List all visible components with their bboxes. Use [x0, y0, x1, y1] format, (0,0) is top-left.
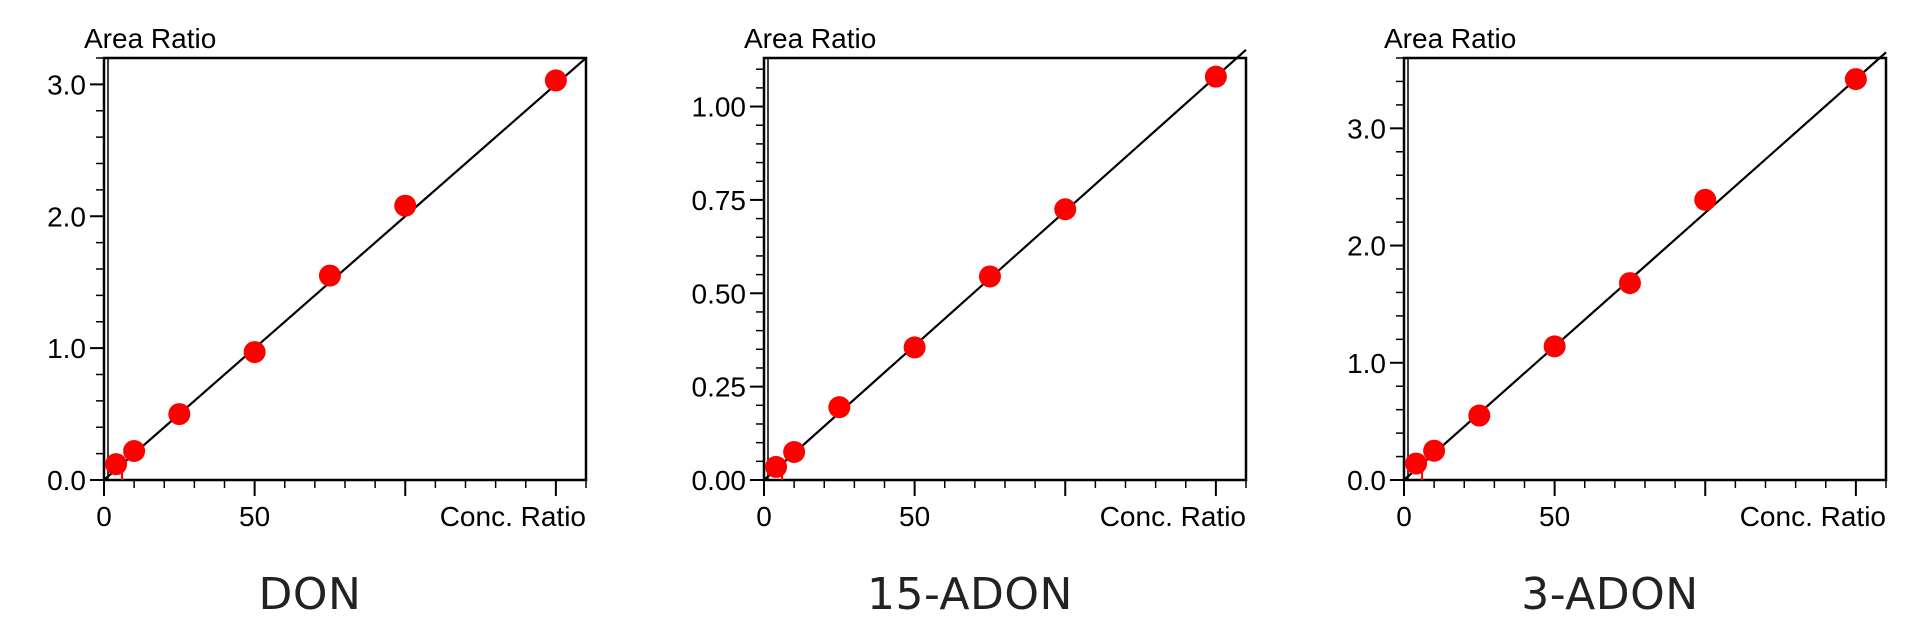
x-tick-label: 0 [756, 501, 772, 532]
x-tick-label: 0 [1396, 501, 1412, 532]
y-tick-label: 1.0 [1347, 348, 1386, 379]
x-axis-title: Conc. Ratio [440, 501, 586, 532]
y-tick-label: 2.0 [47, 201, 86, 232]
data-point [1405, 452, 1428, 475]
data-point [783, 440, 806, 463]
y-tick-label: 2.0 [1347, 231, 1386, 262]
chart-panel-3-adon: Area Ratio 0.0 1.0 2.0 3.0 0 50 Conc. Ratio 3-A… [1300, 0, 1920, 624]
data-point [1423, 439, 1446, 462]
y-tick-label: 1.0 [47, 333, 86, 364]
y-axis-title: Area Ratio [1384, 23, 1516, 54]
y-tick-label: 1.00 [692, 92, 747, 123]
data-point [978, 265, 1001, 288]
x-tick-label: 50 [239, 501, 270, 532]
data-point [765, 455, 788, 478]
data-point [394, 194, 417, 217]
x-tick-label: 50 [899, 501, 930, 532]
y-axis-title: Area Ratio [744, 23, 876, 54]
data-point [105, 453, 128, 476]
data-point [544, 69, 567, 92]
y-tick-label: 3.0 [47, 69, 86, 100]
chart-svg-15-adon: Area Ratio 0.00 0.25 0.50 0.75 1.00 0 50 Conc. R… [692, 23, 1248, 532]
compound-label-don: DON [258, 569, 362, 620]
data-point [1468, 404, 1491, 427]
data-point [1694, 188, 1717, 211]
data-point [1054, 198, 1077, 221]
data-point [243, 341, 266, 364]
chart-panel-15-adon: Area Ratio 0.00 0.25 0.50 0.75 1.00 0 50 Conc. R… [660, 0, 1280, 624]
chart-svg-don: Area Ratio 0.0 1.0 2.0 3.0 0 50 Conc. Ratio [47, 23, 588, 532]
data-point [318, 264, 341, 287]
compound-label-3-adon: 3-ADON [1521, 569, 1699, 620]
data-point [123, 439, 146, 462]
x-tick-label: 0 [96, 501, 112, 532]
y-tick-label: 0.25 [692, 372, 747, 403]
y-tick-label: 0.0 [47, 465, 86, 496]
chart-svg-3-adon: Area Ratio 0.0 1.0 2.0 3.0 0 50 Conc. Ratio [1347, 23, 1888, 532]
x-tick-label: 50 [1539, 501, 1570, 532]
y-tick-label: 0.50 [692, 278, 747, 309]
y-tick-label: 0.75 [692, 185, 747, 216]
data-point [828, 396, 851, 419]
data-point [903, 336, 926, 359]
data-point [1844, 68, 1867, 91]
chart-panel-don: Area Ratio 0.0 1.0 2.0 3.0 0 50 Conc. Ratio DON [0, 0, 620, 624]
data-point [1543, 335, 1566, 358]
data-point [168, 403, 191, 426]
y-tick-label: 3.0 [1347, 113, 1386, 144]
y-tick-label: 0.0 [1347, 465, 1386, 496]
data-point [1204, 65, 1227, 88]
y-tick-label: 0.00 [692, 465, 747, 496]
x-axis-title: Conc. Ratio [1100, 501, 1246, 532]
compound-label-15-adon: 15-ADON [867, 569, 1073, 620]
x-axis-title: Conc. Ratio [1740, 501, 1886, 532]
y-axis-title: Area Ratio [84, 23, 216, 54]
data-point [1618, 272, 1641, 295]
